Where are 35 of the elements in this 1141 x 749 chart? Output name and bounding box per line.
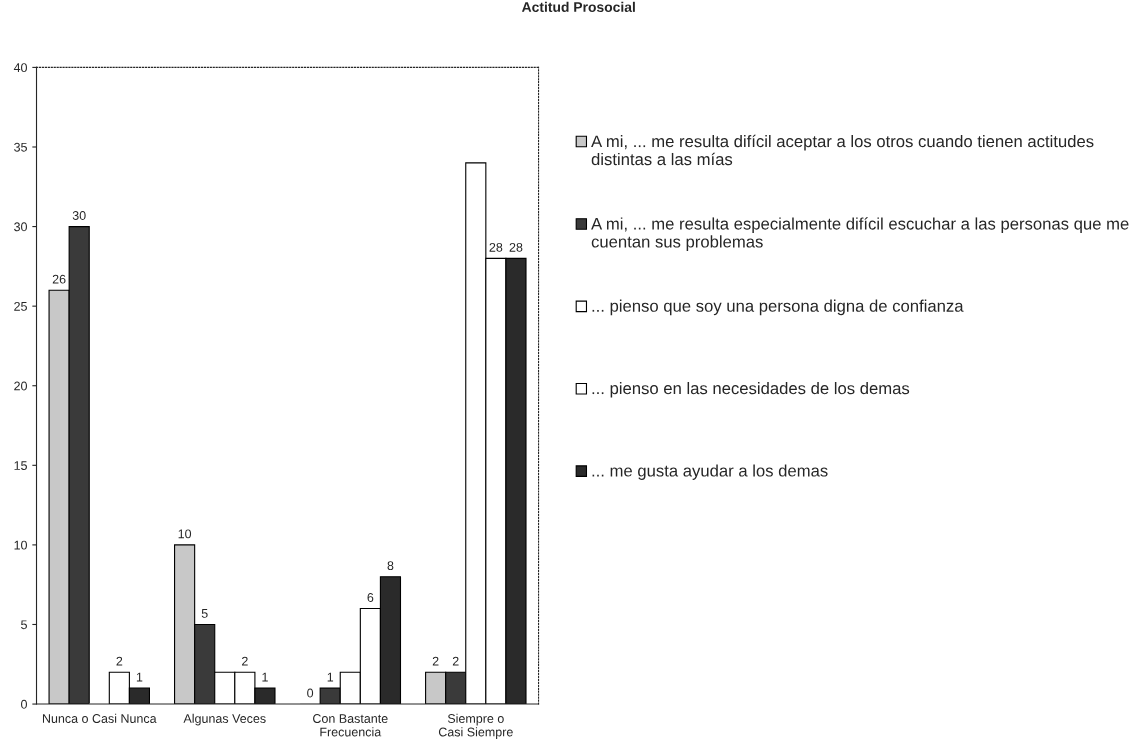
y-tick-label: 30	[14, 222, 27, 232]
data-label: 2	[432, 656, 439, 666]
y-tick-label: 40	[13, 63, 27, 73]
data-label: 0	[307, 688, 314, 698]
y-tick-label: 10	[14, 540, 27, 550]
data-label: 8	[387, 561, 394, 571]
data-label: 5	[201, 609, 208, 618]
data-label: 1	[327, 672, 334, 682]
x-tick-label: Con Bastante Frecuencia	[313, 714, 388, 737]
text: Actitud Prosocial	[521, 1, 635, 12]
data-label: 10	[178, 529, 192, 539]
data-label: 28	[509, 242, 523, 252]
data-label: 1	[262, 672, 268, 682]
legend-label: ... pienso que soy una persona digna de confianza	[592, 299, 964, 316]
legend-label: A mi, ... me resulta difícil aceptar a los otros cuando tienen actitudes distintas a las mías	[591, 134, 1094, 166]
data-label: 1	[136, 672, 143, 682]
data-label: 26	[52, 274, 66, 284]
y-tick-label: 15	[14, 461, 27, 470]
legend-label: A mi, ... me resulta especialmente difícil escuchar a las personas que me cuentan sus problemas	[591, 217, 1129, 251]
x-tick-label: Algunas Veces	[183, 713, 266, 726]
data-label: 28	[489, 242, 503, 252]
legend-label: ... pienso en las necesidades de los demas	[592, 381, 910, 398]
y-tick-label: 5	[21, 620, 27, 630]
data-label: 2	[242, 656, 248, 666]
y-tick-label: 0	[21, 699, 27, 709]
y-tick-label: 25	[14, 301, 27, 311]
x-tick-label: Nunca o Casi Nunca	[42, 713, 157, 723]
data-label: 2	[116, 656, 123, 666]
x-tick-label: Siempre o Casi Siempre	[438, 713, 513, 739]
y-tick-label: 35	[14, 142, 27, 152]
data-label: 30	[72, 211, 86, 220]
y-tick-label: 20	[14, 381, 27, 391]
data-label: 2	[452, 656, 459, 666]
data-label: 6	[367, 593, 374, 602]
legend-label: ... me gusta ayudar a los demas	[592, 464, 828, 480]
